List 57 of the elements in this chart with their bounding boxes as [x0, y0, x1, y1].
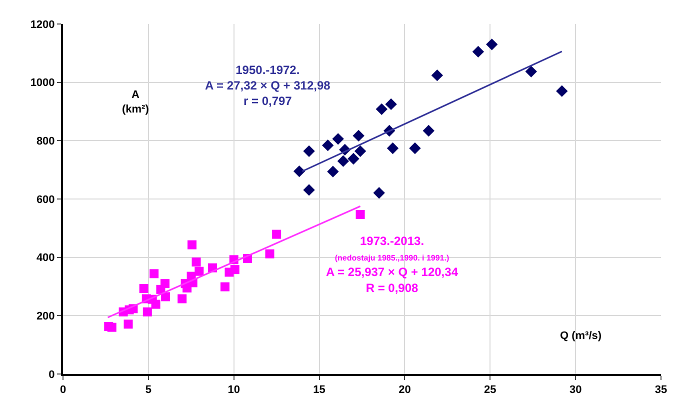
point — [373, 187, 385, 199]
point — [139, 284, 148, 294]
point — [385, 98, 397, 110]
point — [472, 46, 484, 58]
y-tick-label: 800 — [36, 136, 55, 148]
annotation: 1973.-2013. (nedostaju 1985.,1990. i 1991.) A = 25,937 × Q + 120,34 R = 0,908 — [326, 234, 458, 295]
x-axis-title: Q (m³/s) — [560, 330, 602, 342]
point — [293, 165, 306, 178]
x-tick-label: 5 — [145, 384, 152, 396]
point — [151, 300, 160, 309]
point — [386, 142, 399, 154]
point — [124, 320, 133, 329]
point — [194, 266, 204, 276]
point — [192, 258, 201, 266]
point — [431, 69, 444, 82]
y-tick-label: 1200 — [30, 18, 55, 31]
point — [376, 103, 388, 116]
point — [220, 282, 230, 292]
x-tick-label: 25 — [484, 384, 496, 396]
y-tick-label: 600 — [36, 194, 55, 206]
x-tick-label: 0 — [60, 384, 66, 396]
point — [356, 210, 365, 219]
x-tick-label: 20 — [398, 384, 411, 396]
point — [337, 155, 350, 167]
point — [525, 66, 537, 78]
point — [422, 124, 434, 137]
y-tick-label: 1000 — [30, 77, 55, 90]
point — [161, 292, 170, 302]
point — [303, 184, 315, 196]
point — [327, 166, 339, 178]
point — [265, 249, 274, 258]
point — [556, 85, 568, 97]
point — [354, 145, 366, 158]
point — [348, 152, 360, 165]
point — [486, 38, 498, 50]
point — [150, 269, 159, 278]
point — [188, 240, 196, 250]
x-tick-label: 35 — [654, 384, 668, 396]
point — [409, 142, 421, 154]
point — [178, 294, 187, 304]
x-tick-label: 10 — [228, 384, 240, 396]
x-tick-label: 15 — [313, 384, 326, 396]
point — [107, 322, 116, 332]
x-tick-label: 30 — [569, 384, 582, 396]
point — [332, 133, 344, 145]
y-tick-label: 0 — [48, 368, 55, 381]
point — [160, 279, 170, 288]
y-tick-label: 400 — [36, 252, 55, 264]
point — [352, 130, 364, 142]
y-axis-title: A (km²) — [122, 89, 150, 116]
point — [322, 139, 334, 152]
annotation: 1950.-1972. A = 27,32 × Q + 312,98 r = 0,797 — [205, 63, 331, 108]
point — [230, 265, 240, 274]
point — [142, 307, 152, 316]
point — [272, 230, 282, 239]
point — [303, 145, 315, 158]
y-tick-label: 200 — [36, 310, 55, 323]
